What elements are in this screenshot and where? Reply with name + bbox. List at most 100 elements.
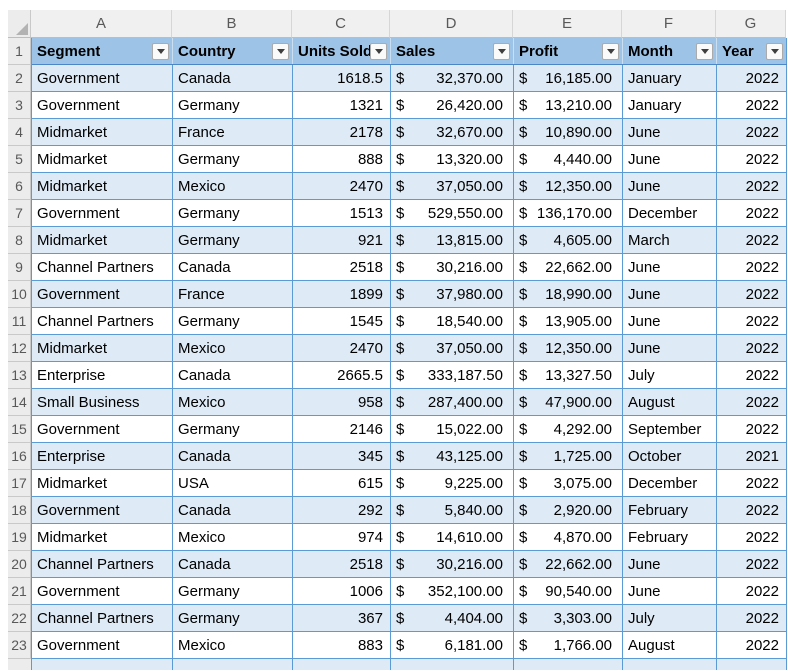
cell-country[interactable]: Germany bbox=[173, 308, 293, 334]
cell-year[interactable]: 2022 bbox=[717, 92, 787, 118]
cell-year[interactable]: 2022 bbox=[717, 632, 787, 658]
cell-sales[interactable]: $ 6,181.00 bbox=[391, 632, 514, 658]
cell-country[interactable]: Mexico bbox=[173, 173, 293, 199]
filter-dropdown-button[interactable] bbox=[602, 42, 619, 60]
cell-profit[interactable]: $ 10,890.00 bbox=[514, 119, 623, 145]
header-cell-year[interactable]: Year bbox=[717, 38, 787, 64]
cell-sales[interactable]: $ 30,216.00 bbox=[391, 551, 514, 577]
cell-sales[interactable]: $ 529,550.00 bbox=[391, 200, 514, 226]
cell-units-sold[interactable]: 958 bbox=[293, 389, 391, 415]
cell-country[interactable]: Canada bbox=[173, 551, 293, 577]
cell-country[interactable]: Canada bbox=[173, 254, 293, 280]
cell-segment[interactable]: Government bbox=[32, 281, 173, 307]
cell-empty[interactable] bbox=[514, 659, 623, 670]
row-header-14[interactable]: 14 bbox=[8, 389, 31, 416]
cell-month[interactable]: October bbox=[623, 443, 717, 469]
column-header-f[interactable]: F bbox=[622, 10, 716, 38]
cell-units-sold[interactable]: 974 bbox=[293, 524, 391, 550]
cell-year[interactable]: 2022 bbox=[717, 308, 787, 334]
cell-country[interactable]: Mexico bbox=[173, 335, 293, 361]
cell-segment[interactable]: Channel Partners bbox=[32, 254, 173, 280]
cell-month[interactable]: September bbox=[623, 416, 717, 442]
cell-year[interactable]: 2022 bbox=[717, 146, 787, 172]
cell-month[interactable]: July bbox=[623, 605, 717, 631]
row-header-19[interactable]: 19 bbox=[8, 524, 31, 551]
cell-sales[interactable]: $ 4,404.00 bbox=[391, 605, 514, 631]
cell-units-sold[interactable]: 2146 bbox=[293, 416, 391, 442]
cell-segment[interactable]: Government bbox=[32, 632, 173, 658]
cell-country[interactable]: Germany bbox=[173, 416, 293, 442]
cell-year[interactable]: 2022 bbox=[717, 173, 787, 199]
cell-month[interactable]: January bbox=[623, 92, 717, 118]
filter-dropdown-button[interactable] bbox=[152, 42, 169, 60]
cell-units-sold[interactable]: 345 bbox=[293, 443, 391, 469]
cell-year[interactable]: 2022 bbox=[717, 578, 787, 604]
cell-year[interactable]: 2022 bbox=[717, 470, 787, 496]
cell-empty[interactable] bbox=[623, 659, 717, 670]
cell-month[interactable]: June bbox=[623, 335, 717, 361]
cell-segment[interactable]: Midmarket bbox=[32, 335, 173, 361]
cell-units-sold[interactable]: 1321 bbox=[293, 92, 391, 118]
cell-profit[interactable]: $ 4,605.00 bbox=[514, 227, 623, 253]
cell-year[interactable]: 2022 bbox=[717, 416, 787, 442]
cell-year[interactable]: 2022 bbox=[717, 497, 787, 523]
column-header-g[interactable]: G bbox=[716, 10, 786, 38]
cell-empty[interactable] bbox=[173, 659, 293, 670]
cell-country[interactable]: Germany bbox=[173, 92, 293, 118]
cell-empty[interactable] bbox=[293, 659, 391, 670]
cell-segment[interactable]: Government bbox=[32, 578, 173, 604]
cell-year[interactable]: 2022 bbox=[717, 335, 787, 361]
cell-segment[interactable]: Midmarket bbox=[32, 146, 173, 172]
cell-units-sold[interactable]: 2178 bbox=[293, 119, 391, 145]
cell-units-sold[interactable]: 921 bbox=[293, 227, 391, 253]
cell-segment[interactable]: Government bbox=[32, 200, 173, 226]
cell-year[interactable]: 2022 bbox=[717, 524, 787, 550]
header-cell-sales[interactable]: Sales bbox=[391, 38, 514, 64]
cell-country[interactable]: Germany bbox=[173, 605, 293, 631]
header-cell-profit[interactable]: Profit bbox=[514, 38, 623, 64]
cell-year[interactable]: 2022 bbox=[717, 605, 787, 631]
cell-country[interactable]: Germany bbox=[173, 146, 293, 172]
row-header-8[interactable]: 8 bbox=[8, 227, 31, 254]
cell-units-sold[interactable]: 1618.5 bbox=[293, 65, 391, 91]
cell-month[interactable]: June bbox=[623, 254, 717, 280]
cell-sales[interactable]: $ 15,022.00 bbox=[391, 416, 514, 442]
cell-profit[interactable]: $ 3,075.00 bbox=[514, 470, 623, 496]
cell-year[interactable]: 2022 bbox=[717, 362, 787, 388]
row-header-5[interactable]: 5 bbox=[8, 146, 31, 173]
cell-profit[interactable]: $ 13,210.00 bbox=[514, 92, 623, 118]
cell-segment[interactable]: Midmarket bbox=[32, 470, 173, 496]
row-header-2[interactable]: 2 bbox=[8, 65, 31, 92]
cell-sales[interactable]: $ 37,050.00 bbox=[391, 173, 514, 199]
cell-sales[interactable]: $ 18,540.00 bbox=[391, 308, 514, 334]
cell-sales[interactable]: $ 43,125.00 bbox=[391, 443, 514, 469]
cell-sales[interactable]: $ 5,840.00 bbox=[391, 497, 514, 523]
cell-segment[interactable]: Small Business bbox=[32, 389, 173, 415]
cell-sales[interactable]: $ 287,400.00 bbox=[391, 389, 514, 415]
cell-profit[interactable]: $ 3,303.00 bbox=[514, 605, 623, 631]
cell-profit[interactable]: $ 47,900.00 bbox=[514, 389, 623, 415]
cell-profit[interactable]: $ 12,350.00 bbox=[514, 335, 623, 361]
cell-year[interactable]: 2022 bbox=[717, 227, 787, 253]
cell-segment[interactable]: Enterprise bbox=[32, 443, 173, 469]
cell-segment[interactable]: Midmarket bbox=[32, 119, 173, 145]
cell-year[interactable]: 2022 bbox=[717, 119, 787, 145]
cell-sales[interactable]: $ 13,815.00 bbox=[391, 227, 514, 253]
cell-units-sold[interactable]: 1513 bbox=[293, 200, 391, 226]
cell-units-sold[interactable]: 1899 bbox=[293, 281, 391, 307]
cell-sales[interactable]: $ 26,420.00 bbox=[391, 92, 514, 118]
cell-sales[interactable]: $ 32,670.00 bbox=[391, 119, 514, 145]
cell-empty[interactable] bbox=[32, 659, 173, 670]
cell-sales[interactable]: $ 30,216.00 bbox=[391, 254, 514, 280]
cell-month[interactable]: July bbox=[623, 362, 717, 388]
cell-segment[interactable]: Midmarket bbox=[32, 227, 173, 253]
row-header-13[interactable]: 13 bbox=[8, 362, 31, 389]
cell-month[interactable]: August bbox=[623, 389, 717, 415]
cell-year[interactable]: 2021 bbox=[717, 443, 787, 469]
cell-profit[interactable]: $ 4,292.00 bbox=[514, 416, 623, 442]
cell-empty[interactable] bbox=[391, 659, 514, 670]
cell-month[interactable]: February bbox=[623, 524, 717, 550]
cell-profit[interactable]: $ 4,440.00 bbox=[514, 146, 623, 172]
cell-units-sold[interactable]: 888 bbox=[293, 146, 391, 172]
cell-month[interactable]: June bbox=[623, 146, 717, 172]
